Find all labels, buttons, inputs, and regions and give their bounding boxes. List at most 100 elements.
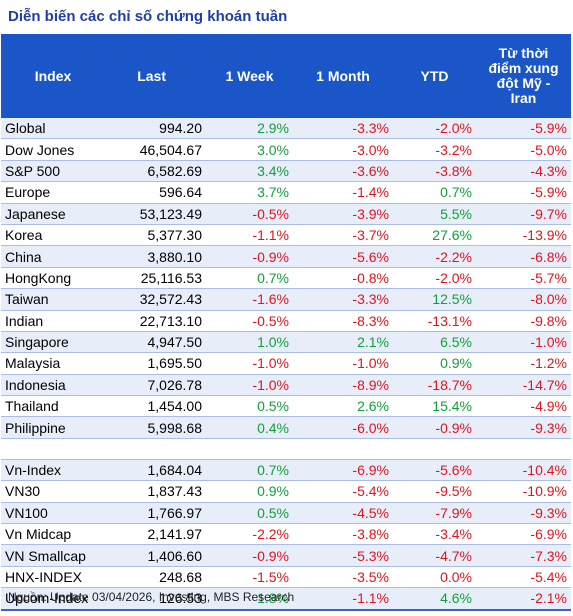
table-row: S&P 500 6,582.69 3.4% -3.6% -3.8% -4.3% bbox=[1, 160, 571, 183]
index-name-cell: HongKong bbox=[1, 267, 105, 290]
empty-cell bbox=[393, 438, 476, 460]
month-change-cell: -3.0% bbox=[293, 138, 393, 161]
last-value-cell: 1,454.00 bbox=[105, 395, 206, 418]
index-name-cell: Europe bbox=[1, 181, 105, 204]
ytd-change-cell: 0.7% bbox=[393, 181, 476, 204]
index-name-cell: S&P 500 bbox=[1, 160, 105, 183]
week-change-cell: 0.5% bbox=[206, 502, 293, 525]
last-value-cell: 126.53 bbox=[105, 587, 206, 611]
ytd-change-cell: -0.9% bbox=[393, 416, 476, 439]
index-name-cell: Global bbox=[1, 118, 105, 140]
month-change-cell: -6.9% bbox=[293, 459, 393, 482]
header-1-week: 1 Week bbox=[206, 34, 293, 118]
index-name-cell: VN100 bbox=[1, 502, 105, 525]
week-change-cell: -2.2% bbox=[206, 523, 293, 546]
month-change-cell: -3.7% bbox=[293, 224, 393, 247]
empty-cell bbox=[105, 438, 206, 460]
since-change-cell: -4.9% bbox=[476, 395, 571, 418]
last-value-cell: 32,572.43 bbox=[105, 288, 206, 311]
ytd-change-cell: -4.7% bbox=[393, 544, 476, 567]
table-row: Thailand 1,454.00 0.5% 2.6% 15.4% -4.9% bbox=[1, 395, 571, 418]
last-value-cell: 4,947.50 bbox=[105, 331, 206, 354]
month-change-cell: -3.3% bbox=[293, 288, 393, 311]
table-row: Vn-Index 1,684.04 0.7% -6.9% -5.6% -10.4% bbox=[1, 459, 571, 482]
week-change-cell: 3.4% bbox=[206, 160, 293, 183]
month-change-cell: -3.3% bbox=[293, 118, 393, 140]
since-change-cell: -1.0% bbox=[476, 331, 571, 354]
week-change-cell: 2.9% bbox=[206, 118, 293, 140]
last-value-cell: 53,123.49 bbox=[105, 203, 206, 225]
since-change-cell: -5.0% bbox=[476, 138, 571, 161]
ytd-change-cell: 4.6% bbox=[393, 587, 476, 611]
empty-cell bbox=[206, 438, 293, 460]
header-1-month: 1 Month bbox=[293, 34, 393, 118]
week-change-cell: -0.9% bbox=[206, 245, 293, 268]
ytd-change-cell: 6.5% bbox=[393, 331, 476, 354]
index-name-cell: Taiwan bbox=[1, 288, 105, 311]
month-change-cell: -1.1% bbox=[293, 587, 393, 611]
group-separator-row bbox=[1, 438, 571, 460]
source-note: Nguồn: Update 03/04/2026, Investing, MBS… bbox=[8, 590, 295, 604]
index-name-cell: Malaysia bbox=[1, 352, 105, 375]
table-row: VN100 1,766.97 0.5% -4.5% -7.9% -9.3% bbox=[1, 502, 571, 525]
last-value-cell: 5,377.30 bbox=[105, 224, 206, 247]
table-row: Indian 22,713.10 -0.5% -8.3% -13.1% -9.8% bbox=[1, 310, 571, 332]
last-value-cell: 6,582.69 bbox=[105, 160, 206, 183]
table-row: Europe 596.64 3.7% -1.4% 0.7% -5.9% bbox=[1, 181, 571, 204]
table-row: Philippine 5,998.68 0.4% -6.0% -0.9% -9.3% bbox=[1, 416, 571, 439]
month-change-cell: -5.3% bbox=[293, 544, 393, 567]
ytd-change-cell: -7.9% bbox=[393, 502, 476, 525]
week-change-cell: 0.5% bbox=[206, 395, 293, 418]
week-change-cell: -1.1% bbox=[206, 224, 293, 247]
month-change-cell: -3.9% bbox=[293, 203, 393, 225]
week-change-cell: 1.8% bbox=[206, 587, 293, 611]
index-name-cell: HNX-INDEX bbox=[1, 566, 105, 589]
since-change-cell: -8.0% bbox=[476, 288, 571, 311]
week-change-cell: 0.7% bbox=[206, 459, 293, 482]
table-row: HNX-INDEX 248.68 -1.5% -3.5% 0.0% -5.4% bbox=[1, 566, 571, 589]
last-value-cell: 1,695.50 bbox=[105, 352, 206, 375]
week-change-cell: 0.4% bbox=[206, 416, 293, 439]
empty-cell bbox=[293, 438, 393, 460]
ytd-change-cell: 5.5% bbox=[393, 203, 476, 225]
header-since-line-4: Iran bbox=[510, 90, 537, 106]
header-ytd: YTD bbox=[393, 34, 476, 118]
table-row: Global 994.20 2.9% -3.3% -2.0% -5.9% bbox=[1, 118, 571, 140]
index-name-cell: VN30 bbox=[1, 480, 105, 503]
ytd-change-cell: -5.6% bbox=[393, 459, 476, 482]
week-change-cell: -0.9% bbox=[206, 544, 293, 567]
since-change-cell: -5.9% bbox=[476, 118, 571, 140]
index-name-cell: Upcom-Index bbox=[1, 587, 105, 611]
ytd-change-cell: -13.1% bbox=[393, 310, 476, 332]
since-change-cell: -2.1% bbox=[476, 587, 571, 611]
ytd-change-cell: 0.0% bbox=[393, 566, 476, 589]
header-index: Index bbox=[1, 34, 105, 118]
since-change-cell: -5.7% bbox=[476, 267, 571, 290]
table-row: Malaysia 1,695.50 -1.0% -1.0% 0.9% -1.2% bbox=[1, 352, 571, 375]
last-value-cell: 596.64 bbox=[105, 181, 206, 204]
table-row: Korea 5,377.30 -1.1% -3.7% 27.6% -13.9% bbox=[1, 224, 571, 247]
since-change-cell: -9.3% bbox=[476, 416, 571, 439]
ytd-change-cell: -18.7% bbox=[393, 374, 476, 397]
table-row: VN Smallcap 1,406.60 -0.9% -5.3% -4.7% -7.3% bbox=[1, 544, 571, 567]
month-change-cell: -3.6% bbox=[293, 160, 393, 183]
month-change-cell: -6.0% bbox=[293, 416, 393, 439]
last-value-cell: 1,684.04 bbox=[105, 459, 206, 482]
since-change-cell: -13.9% bbox=[476, 224, 571, 247]
week-change-cell: 3.0% bbox=[206, 138, 293, 161]
month-change-cell: -1.4% bbox=[293, 181, 393, 204]
last-value-cell: 1,406.60 bbox=[105, 544, 206, 567]
month-change-cell: 2.6% bbox=[293, 395, 393, 418]
month-change-cell: -8.9% bbox=[293, 374, 393, 397]
month-change-cell: -5.6% bbox=[293, 245, 393, 268]
week-change-cell: 0.9% bbox=[206, 480, 293, 503]
empty-cell bbox=[1, 438, 105, 460]
since-change-cell: -6.9% bbox=[476, 523, 571, 546]
index-name-cell: Philippine bbox=[1, 416, 105, 439]
index-name-cell: Indian bbox=[1, 310, 105, 332]
week-change-cell: 3.7% bbox=[206, 181, 293, 204]
table-row: China 3,880.10 -0.9% -5.6% -2.2% -6.8% bbox=[1, 245, 571, 268]
ytd-change-cell: 12.5% bbox=[393, 288, 476, 311]
ytd-change-cell: -2.2% bbox=[393, 245, 476, 268]
last-value-cell: 2,141.97 bbox=[105, 523, 206, 546]
